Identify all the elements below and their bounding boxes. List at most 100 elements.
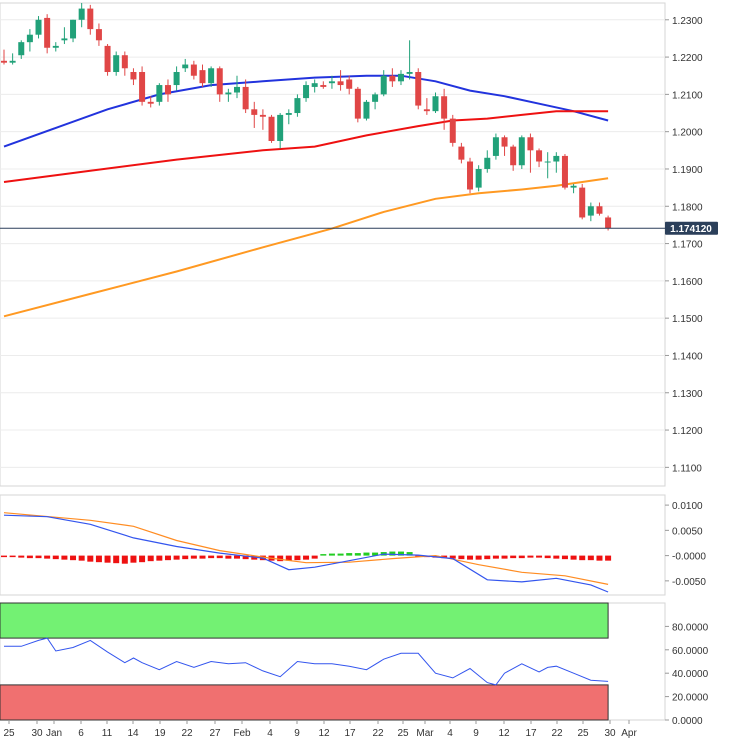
date-tick-label: 30 (604, 728, 616, 739)
candle-body (536, 150, 543, 162)
date-tick-label: 12 (318, 728, 330, 739)
macd-histogram-bar (518, 555, 525, 559)
macd-histogram-bar (596, 555, 603, 561)
macd-histogram-bar (311, 555, 318, 559)
date-tick-label: Feb (233, 728, 251, 739)
macd-histogram-bar (501, 555, 508, 559)
macd-tick-label: -0.0050 (672, 577, 706, 588)
macd-histogram-bar (164, 555, 171, 561)
date-tick-label: 17 (525, 728, 537, 739)
candle-body (268, 116, 275, 141)
macd-histogram-bar (484, 555, 491, 560)
candle-body (164, 85, 171, 95)
rsi-tick-label: 60.0000 (672, 646, 709, 657)
candle-body (354, 88, 361, 119)
rsi-panel: 80.0000 60.0000 40.0000 20.0000 0.0000 (0, 602, 709, 727)
candle-body (596, 206, 603, 214)
last-price-badge-box (665, 221, 718, 235)
candle-body (397, 73, 404, 82)
candle-body (389, 75, 396, 82)
candle-body (259, 114, 266, 117)
macd-histogram-bar (492, 555, 499, 559)
candle-body (104, 45, 111, 72)
date-tick-label: 9 (473, 728, 479, 739)
candle-body (242, 86, 249, 110)
price-tick-label: 1.1800 (672, 202, 703, 213)
moving-averages (3, 74, 609, 318)
candle-body (553, 155, 560, 162)
price-tick-label: 1.1700 (672, 240, 703, 251)
macd-histogram-bar (527, 555, 534, 558)
macd-histogram-bar (104, 555, 111, 563)
macd-histogram-bar (95, 555, 102, 563)
macd-histogram (1, 551, 612, 564)
candle-body (579, 187, 586, 218)
macd-histogram-bar (26, 555, 33, 559)
macd-histogram-bar (61, 555, 68, 560)
rsi-tick-label: 20.0000 (672, 693, 709, 704)
price-tick-label: 1.1900 (672, 165, 703, 176)
candle-body (337, 81, 344, 86)
candle-body (61, 38, 68, 41)
moving-average-line (3, 110, 609, 183)
price-tick-label: 1.2200 (672, 53, 703, 64)
candle-body (561, 155, 568, 188)
macd-histogram-bar (35, 555, 42, 559)
date-tick-label: 9 (294, 728, 300, 739)
candle-body (113, 55, 120, 72)
macd-histogram-bar (354, 553, 361, 556)
candle-body (9, 60, 16, 63)
date-tick-label: 6 (78, 728, 84, 739)
candle-body (492, 137, 499, 156)
macd-histogram-bar (458, 555, 465, 560)
macd-histogram-bar (570, 555, 577, 560)
candle-body (70, 19, 77, 39)
macd-histogram-bar (78, 555, 85, 561)
macd-histogram-bar (553, 555, 560, 559)
candle-body (518, 137, 525, 166)
macd-histogram-bar (199, 555, 206, 559)
macd-histogram-bar (18, 555, 25, 558)
date-tick-label: 25 (577, 728, 589, 739)
date-tick-label: Mar (416, 728, 434, 739)
macd-histogram-bar (147, 555, 154, 562)
candle-body (328, 81, 335, 84)
macd-histogram-bar (337, 553, 344, 556)
candle-body (484, 157, 491, 169)
macd-histogram-bar (208, 555, 215, 559)
macd-histogram-bar (156, 555, 163, 561)
macd-histogram-bar (294, 555, 301, 561)
candle-body (294, 98, 301, 114)
candle-body (501, 137, 508, 147)
date-tick-label: 14 (127, 728, 139, 739)
candle-body (87, 8, 94, 30)
date-tick-label: 22 (551, 728, 563, 739)
date-tick-label: 25 (3, 728, 15, 739)
macd-histogram-bar (242, 555, 249, 560)
date-axis: 25 30 Jan 6 11 14 19 22 27 Feb 4 9 12 17 22 25 Mar 4 9 12 17… (3, 720, 637, 739)
candle-body (587, 206, 594, 216)
macd-histogram-bar (190, 555, 197, 559)
date-tick-label: 12 (498, 728, 510, 739)
macd-histogram-bar (605, 555, 612, 561)
macd-panel-frame (0, 494, 666, 596)
macd-histogram-bar (1, 555, 7, 558)
macd-histogram-bar (285, 555, 292, 561)
macd-histogram-bar (449, 555, 456, 559)
candle-body (234, 86, 241, 93)
candle-body (475, 168, 482, 188)
candle-body (467, 161, 474, 190)
macd-histogram-bar (234, 555, 241, 559)
rsi-tick-label: 40.0000 (672, 669, 709, 680)
candle-body (605, 217, 612, 229)
candle-body (26, 34, 33, 43)
price-tick-label: 1.1400 (672, 351, 703, 362)
date-tick-label: 27 (209, 728, 221, 739)
macd-tick-label: 0.0050 (672, 526, 703, 537)
macd-histogram-bar (320, 554, 327, 556)
price-panel-frame (0, 2, 666, 487)
candle-body (311, 83, 318, 87)
macd-histogram-bar (510, 555, 517, 559)
date-tick-label: Jan (46, 728, 62, 739)
